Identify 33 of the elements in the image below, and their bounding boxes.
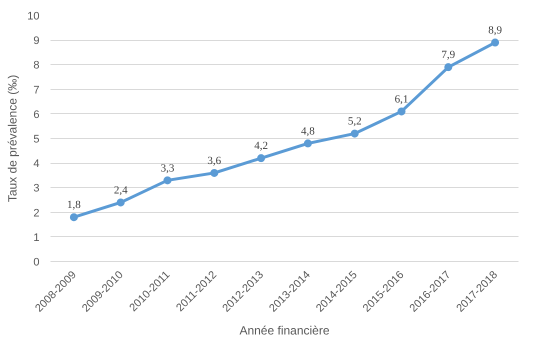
point xyxy=(210,168,218,177)
y-tick-label: 9 xyxy=(33,35,40,48)
data-label: 8,9 xyxy=(488,24,502,37)
y-tick-label: 6 xyxy=(33,108,40,121)
data-label: 2,4 xyxy=(114,184,128,196)
point xyxy=(257,154,266,162)
y-axis-title: Taux de prévalence (‰) xyxy=(5,74,20,202)
point xyxy=(304,139,312,148)
point xyxy=(70,213,78,222)
y-tick-label: 5 xyxy=(33,134,40,146)
data-label: 3,6 xyxy=(207,154,222,167)
data-label: 1,8 xyxy=(67,199,82,212)
data-label: 6,1 xyxy=(394,93,408,106)
data-label: 4,2 xyxy=(254,140,268,152)
y-tick-label: 8 xyxy=(33,60,40,72)
point xyxy=(398,107,406,116)
data-label: 7,9 xyxy=(441,49,456,62)
y-tick-label: 3 xyxy=(33,182,40,195)
point xyxy=(164,176,172,184)
data-label: 4,8 xyxy=(301,125,316,138)
y-tick-label: 1 xyxy=(33,232,40,244)
y-tick-label: 0 xyxy=(33,256,40,268)
y-tick-label: 7 xyxy=(33,84,40,96)
data-label: 3,3 xyxy=(160,162,175,174)
point xyxy=(116,198,125,206)
y-tick-label: 10 xyxy=(27,10,40,22)
data-label: 5,2 xyxy=(348,116,362,128)
point xyxy=(350,130,359,138)
y-tick-label: 2 xyxy=(33,207,40,220)
y-tick-label: 4 xyxy=(33,158,40,170)
point xyxy=(444,63,452,72)
point xyxy=(491,38,500,47)
x-axis-title: Année financière xyxy=(239,323,330,338)
